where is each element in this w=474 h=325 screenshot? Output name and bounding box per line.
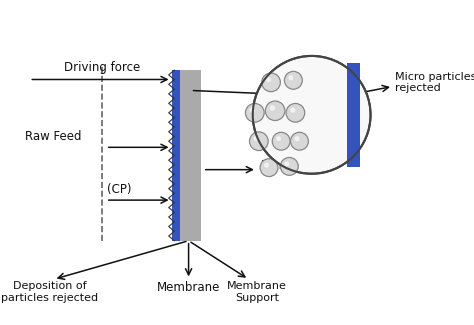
Circle shape xyxy=(270,105,275,111)
Circle shape xyxy=(262,73,281,92)
Text: Membrane
Support: Membrane Support xyxy=(227,281,287,303)
Circle shape xyxy=(284,162,289,166)
Text: (CP): (CP) xyxy=(107,183,131,196)
Circle shape xyxy=(249,132,268,150)
Bar xyxy=(347,63,360,167)
Circle shape xyxy=(264,162,269,168)
Text: Micro particles
rejected: Micro particles rejected xyxy=(395,72,474,93)
Circle shape xyxy=(290,108,295,113)
Circle shape xyxy=(253,56,371,174)
Circle shape xyxy=(294,136,300,141)
Text: Membrane: Membrane xyxy=(157,281,220,294)
Circle shape xyxy=(286,103,305,122)
Circle shape xyxy=(249,108,255,113)
Circle shape xyxy=(266,77,271,82)
Bar xyxy=(172,70,181,241)
Text: Permeate: Permeate xyxy=(261,159,318,172)
Circle shape xyxy=(246,103,264,122)
Bar xyxy=(181,70,201,241)
Circle shape xyxy=(291,132,309,150)
Circle shape xyxy=(254,136,259,141)
Circle shape xyxy=(281,158,298,176)
Circle shape xyxy=(260,159,278,176)
Text: Deposition of
particles rejected: Deposition of particles rejected xyxy=(1,281,98,303)
Circle shape xyxy=(272,132,290,150)
Text: Raw Feed: Raw Feed xyxy=(25,130,82,143)
Circle shape xyxy=(284,72,302,89)
Circle shape xyxy=(276,136,281,141)
Circle shape xyxy=(265,101,285,121)
Text: Driving force: Driving force xyxy=(64,61,141,74)
Circle shape xyxy=(288,75,293,80)
